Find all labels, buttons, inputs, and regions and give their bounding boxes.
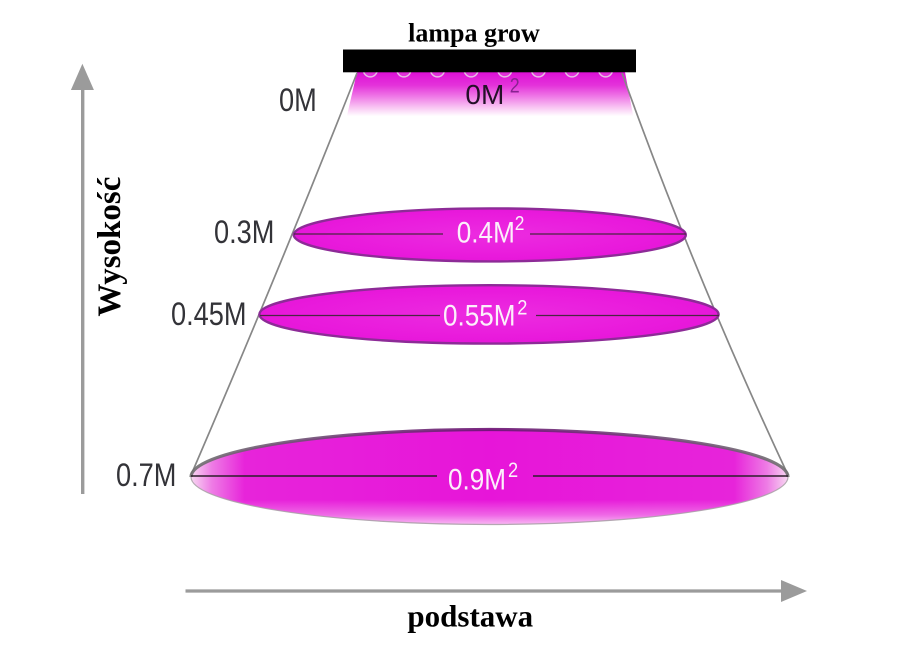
- svg-text:0.4M: 0.4M: [457, 216, 515, 249]
- svg-text:0M: 0M: [465, 79, 504, 110]
- svg-text:0.7M: 0.7M: [116, 458, 176, 494]
- svg-text:2: 2: [510, 74, 520, 98]
- svg-text:0.45M: 0.45M: [171, 297, 247, 333]
- svg-text:0.9M: 0.9M: [448, 463, 506, 496]
- svg-text:2: 2: [508, 459, 518, 482]
- svg-text:2: 2: [517, 296, 527, 319]
- svg-text:2: 2: [515, 212, 525, 234]
- svg-text:Wysokość: Wysokość: [92, 177, 128, 317]
- svg-text:0.55M: 0.55M: [443, 299, 516, 332]
- svg-text:0.3M: 0.3M: [214, 215, 274, 251]
- svg-text:lampa grow: lampa grow: [408, 18, 540, 47]
- svg-text:0M: 0M: [279, 83, 317, 119]
- svg-text:podstawa: podstawa: [407, 599, 533, 634]
